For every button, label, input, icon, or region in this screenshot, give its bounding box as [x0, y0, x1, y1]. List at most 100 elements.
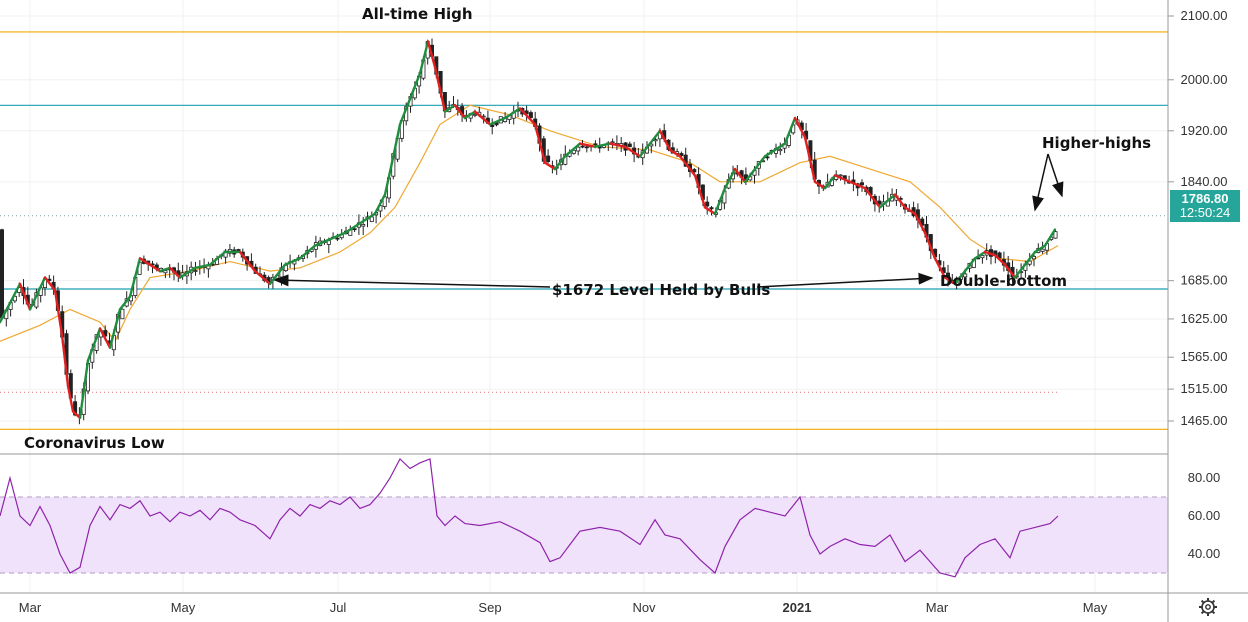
trend-segment — [623, 145, 642, 158]
time-tick-label: Mar — [19, 600, 42, 615]
price-label-value: 1786.80 — [1182, 191, 1229, 206]
price-tick-label: 1565.00 — [1181, 349, 1228, 364]
all-time-high-label: All-time High — [362, 5, 473, 23]
moving-average-line — [0, 104, 1059, 343]
trend-segment — [543, 161, 557, 171]
trend-line — [0, 40, 1057, 420]
candle-body — [352, 228, 357, 231]
trend-segment — [703, 206, 717, 215]
time-tick-label: Mar — [926, 600, 949, 615]
trend-segment — [823, 174, 837, 190]
trend-segment — [518, 107, 537, 126]
gear-icon[interactable] — [1199, 598, 1217, 616]
trend-segment — [1043, 228, 1057, 247]
candle-body — [193, 270, 198, 272]
trend-segment — [668, 148, 682, 158]
rsi-axis: 80.00 60.00 40.00 — [1188, 470, 1221, 561]
trend-segment — [678, 155, 697, 177]
trend-segment — [693, 174, 707, 209]
trend-segment — [943, 276, 957, 286]
candle-body — [1032, 255, 1037, 260]
trend-segment — [848, 180, 867, 190]
trend-segment — [813, 180, 827, 190]
trend-segment — [408, 72, 422, 101]
rsi-line — [0, 458, 1059, 578]
trend-segment — [533, 123, 547, 164]
trend-segment — [66, 384, 75, 413]
trend-segment — [390, 123, 402, 164]
trend-segment — [973, 250, 987, 260]
trend-segment — [453, 104, 467, 120]
rsi-tick-label: 40.00 — [1188, 546, 1221, 561]
candle-body — [860, 182, 865, 186]
trend-segment — [418, 40, 430, 75]
candle-body — [627, 143, 632, 148]
trend-segment — [793, 116, 807, 139]
trend-segment — [563, 142, 582, 158]
support-level-label: $1672 Level Held by Bulls — [552, 281, 770, 299]
trend-segment — [426, 40, 437, 69]
trend-segment — [253, 269, 272, 286]
trend-segment — [773, 142, 787, 152]
trend-segment — [108, 308, 122, 349]
trend-segment — [803, 135, 817, 184]
trend-segment — [488, 116, 507, 126]
candle-body — [120, 308, 125, 320]
trend-segment — [208, 250, 227, 266]
trend-segment — [71, 410, 82, 420]
trend-segment — [658, 129, 672, 152]
candle-body — [946, 272, 951, 279]
candle-body — [610, 141, 615, 144]
trend-segment — [158, 266, 172, 273]
time-tick-label: Sep — [478, 600, 501, 615]
trend-segment — [383, 161, 394, 196]
trend-segment — [723, 167, 737, 190]
horizontal-levels — [0, 31, 1168, 430]
trend-segment — [78, 359, 90, 420]
trend-segment — [783, 116, 797, 145]
trend-segment — [763, 148, 777, 158]
trend-segment — [8, 282, 22, 305]
trend-segment — [1023, 250, 1037, 266]
candle-body — [580, 145, 585, 148]
candle-body — [709, 207, 714, 210]
arrow-higher-high-2 — [1047, 153, 1064, 198]
trend-segment — [328, 231, 347, 241]
candles — [0, 38, 1058, 425]
trend-segment — [648, 129, 662, 145]
candle-body — [361, 224, 366, 227]
price-tick-label: 2000.00 — [1181, 72, 1228, 87]
trend-segment — [238, 250, 257, 273]
trend-segment — [358, 212, 377, 225]
trend-segment — [138, 257, 152, 266]
rsi-band — [0, 497, 1168, 573]
trend-segment — [433, 65, 447, 113]
trend-segment — [193, 263, 212, 270]
trend-segment — [18, 282, 32, 311]
trend-segment — [28, 276, 47, 311]
time-tick-label: May — [171, 600, 196, 615]
candle-body — [963, 273, 968, 278]
trend-segment — [993, 253, 1007, 266]
candle-body — [571, 149, 576, 154]
double-bottom-label: Double-bottom — [940, 272, 1067, 290]
trend-segment — [398, 97, 412, 126]
time-tick-label: Jul — [330, 600, 347, 615]
trend-segment — [953, 269, 967, 286]
candle-body — [1053, 231, 1058, 239]
candle-body — [472, 113, 477, 116]
candle-body — [490, 124, 495, 127]
candle-body — [528, 112, 533, 118]
price-tick-label: 1840.00 — [1181, 174, 1228, 189]
trend-segment — [553, 155, 567, 171]
trend-segment — [503, 107, 522, 120]
trend-segment — [713, 187, 727, 215]
trend-segment — [86, 327, 102, 362]
trend-segment — [268, 263, 287, 286]
price-tick-label: 1685.00 — [1181, 273, 1228, 288]
trend-segment — [43, 276, 57, 292]
trend-segment — [53, 289, 64, 337]
trend-segment — [148, 263, 162, 273]
time-tick-label: May — [1083, 600, 1108, 615]
